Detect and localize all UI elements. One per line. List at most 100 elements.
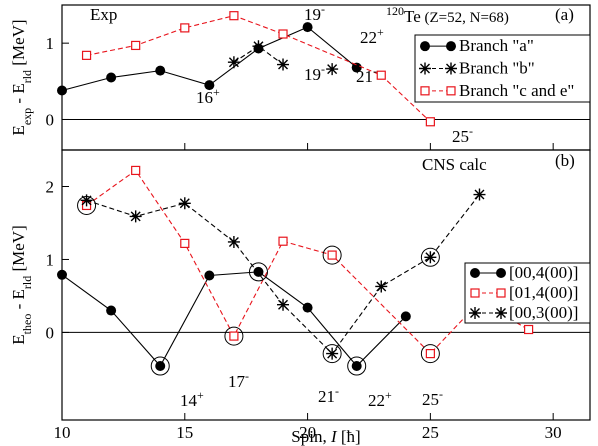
legend-label: [01,4(00)] — [509, 283, 578, 302]
data-point — [473, 188, 486, 201]
data-point — [180, 23, 190, 33]
series-line — [86, 194, 480, 355]
data-point — [155, 65, 166, 76]
series-line — [233, 45, 284, 65]
legend-marker — [470, 288, 480, 298]
spin-label: 14+ — [180, 388, 204, 410]
legend-box — [414, 34, 591, 103]
legend-label: Branch "b" — [459, 59, 535, 78]
x-axis-label-part: I — [330, 427, 338, 446]
data-point — [524, 324, 534, 335]
data-point — [227, 235, 240, 248]
spin-value: 21 — [318, 387, 335, 406]
x-tick-label: 15 — [176, 423, 193, 442]
spin-value: 21 — [356, 67, 373, 86]
panel-label: (b) — [555, 151, 575, 170]
spin-label: 22+ — [360, 25, 384, 47]
series-line — [61, 271, 407, 367]
data-point — [253, 266, 264, 277]
legend-marker — [496, 288, 506, 298]
x-tick-label: 25 — [422, 423, 439, 442]
legend-marker — [496, 268, 506, 278]
y-axis-label-part: rld — [20, 70, 34, 83]
data-point — [302, 22, 313, 33]
legend-marker — [419, 62, 431, 75]
x-axis-label-part: [ħ] — [337, 427, 361, 446]
spin-value: 22 — [368, 391, 385, 410]
y-tick-label: 0 — [46, 110, 55, 129]
data-point — [180, 238, 190, 249]
panel-text: Exp — [90, 5, 117, 24]
spin-label: 25- — [452, 124, 473, 146]
y-axis-label: Eexp - Erld [MeV] — [9, 19, 34, 135]
data-point — [229, 11, 239, 21]
spin-label: 21- — [318, 384, 339, 406]
data-point — [106, 72, 117, 83]
highlight-circle — [347, 356, 367, 376]
chart-title-part: Te — [404, 7, 421, 26]
legend-marker — [495, 307, 507, 319]
x-axis-label: Spin, I [ħ] — [291, 427, 360, 446]
spin-label: 17- — [228, 369, 249, 391]
data-point — [178, 197, 191, 210]
x-axis-label-part: Spin, — [291, 427, 331, 446]
legend-label: [00,4(00)] — [509, 263, 578, 282]
spin-parity: - — [321, 62, 325, 76]
spin-label: 19- — [304, 2, 325, 24]
spin-value: 22 — [360, 28, 377, 47]
data-point — [81, 50, 92, 60]
spin-value: 17 — [228, 372, 246, 391]
spin-label: 19- — [304, 62, 325, 84]
highlight-circle — [322, 245, 342, 265]
highlight-circle — [420, 247, 440, 267]
spin-label: 25- — [422, 387, 443, 409]
highlight-circle — [77, 195, 97, 215]
chart-title: 120Te (Z=52, N=68) — [386, 4, 509, 26]
y-axis-label: Etheo - Erld [MeV] — [9, 225, 34, 344]
y-axis-label-part: [MeV] — [9, 19, 28, 70]
y-axis-label-part: exp — [20, 108, 34, 125]
data-point — [155, 361, 166, 371]
data-point — [57, 269, 67, 280]
data-point — [277, 298, 290, 311]
spin-value: 19 — [304, 5, 321, 24]
legend-marker — [446, 41, 456, 52]
spin-parity: - — [373, 64, 377, 78]
data-point — [326, 347, 339, 360]
data-point — [351, 361, 362, 371]
data-point — [129, 210, 142, 223]
spin-value: 19 — [304, 65, 321, 84]
spin-parity: - — [439, 387, 443, 401]
data-point — [252, 40, 265, 53]
highlight-circle — [322, 344, 342, 364]
legend-marker — [469, 307, 481, 319]
legend-marker — [445, 62, 457, 75]
data-point — [278, 236, 288, 246]
legend-marker — [420, 41, 430, 52]
y-axis-label-part: E — [9, 334, 28, 344]
y-tick-label: 0 — [46, 323, 55, 342]
y-axis-label-part: - E — [9, 83, 28, 108]
data-point — [229, 331, 239, 341]
spin-value: 25 — [422, 390, 439, 409]
chart-title-part: 120 — [386, 4, 404, 18]
data-point — [131, 40, 141, 51]
spin-parity: - — [245, 369, 249, 383]
data-point — [327, 250, 337, 260]
legend-label: Branch "a" — [459, 36, 534, 55]
y-axis-label-part: - E — [9, 289, 28, 314]
chart-title-part: (Z=52, N=68) — [421, 10, 509, 26]
spin-label: 16+ — [196, 85, 220, 107]
y-axis-label-part: theo — [20, 314, 34, 335]
x-tick-label: 20 — [299, 423, 316, 442]
spin-parity: + — [377, 25, 384, 39]
legend-marker — [470, 268, 480, 278]
spin-label: 22+ — [368, 388, 392, 410]
y-tick-label: 1 — [46, 250, 55, 269]
data-point — [425, 117, 435, 127]
data-point — [400, 311, 411, 322]
data-point — [227, 56, 240, 69]
spin-value: 14 — [180, 391, 198, 410]
data-point — [326, 63, 339, 76]
